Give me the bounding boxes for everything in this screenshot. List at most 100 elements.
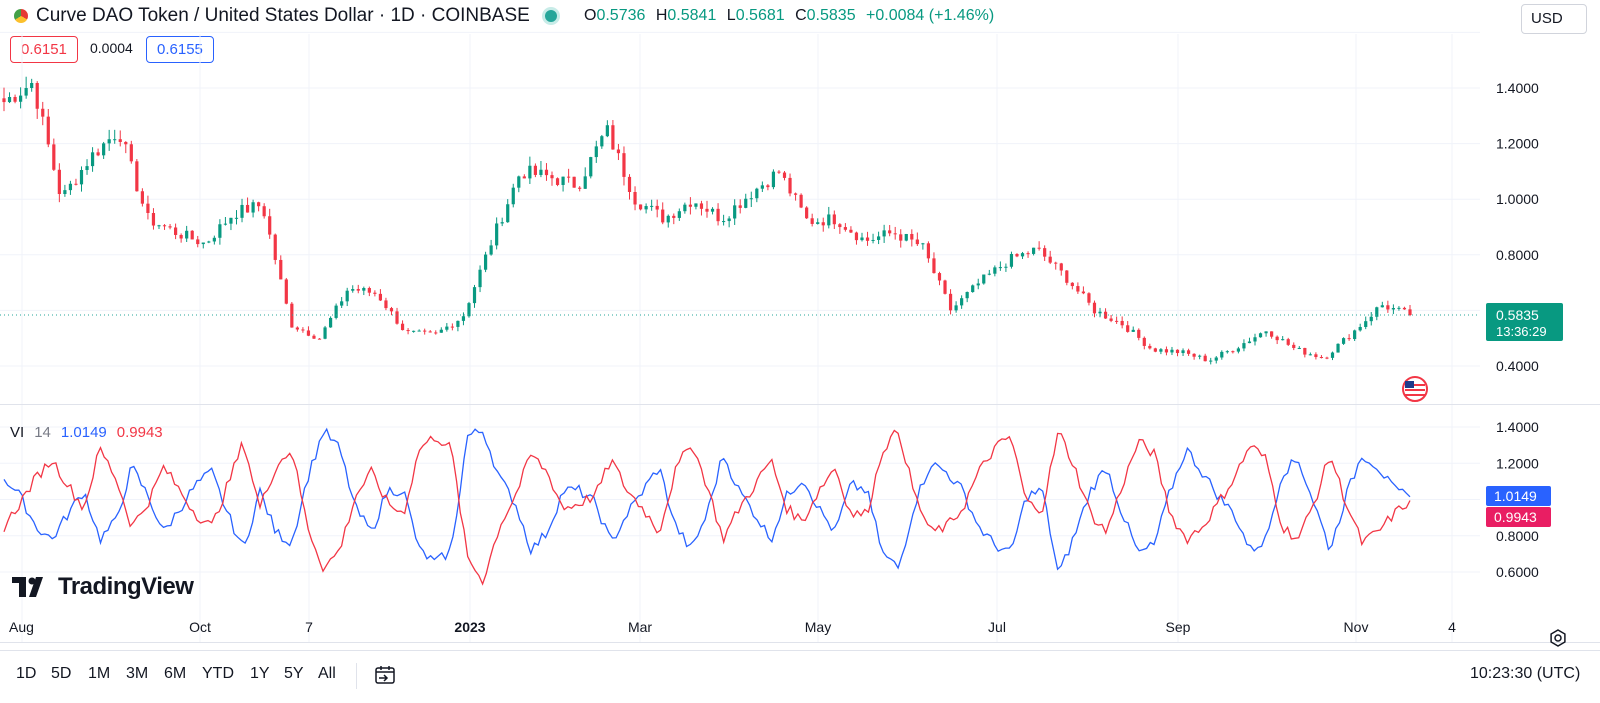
symbol-header: Curve DAO Token / United States Dollar ·… bbox=[0, 0, 1600, 34]
price-axis-label: 1.2000 bbox=[1496, 136, 1539, 152]
range-ytd-button[interactable]: YTD bbox=[202, 665, 234, 682]
candle-body bbox=[1375, 307, 1379, 317]
candle-body bbox=[893, 233, 897, 235]
candle-body bbox=[1142, 337, 1146, 346]
vi-minus-tag-bg bbox=[1486, 507, 1551, 527]
price-chart[interactable]: 1.4000 1.2000 1.0000 0.8000 0.4000 1.4000 1.2… bbox=[0, 0, 1600, 650]
range-1y-button[interactable]: 1Y bbox=[250, 665, 270, 682]
candle-body bbox=[627, 176, 632, 192]
candle-body bbox=[1336, 343, 1340, 353]
utc-clock[interactable]: 10:23:30 (UTC) bbox=[1470, 665, 1581, 682]
candle-body bbox=[793, 193, 798, 195]
candle-body bbox=[976, 283, 980, 286]
candle-body bbox=[362, 288, 366, 291]
range-all-button[interactable]: All bbox=[318, 665, 336, 682]
candle-body bbox=[389, 308, 394, 312]
candle-body bbox=[1115, 320, 1119, 322]
us-flag-icon[interactable] bbox=[1402, 376, 1428, 402]
candle-body bbox=[251, 202, 255, 213]
candle-body bbox=[196, 239, 200, 245]
candle-body bbox=[118, 139, 122, 142]
candle-body bbox=[987, 273, 991, 275]
range-1d-button[interactable]: 1D bbox=[16, 665, 37, 682]
candle-body bbox=[107, 139, 111, 144]
candle-body bbox=[589, 157, 593, 177]
candle-body bbox=[240, 204, 244, 218]
range-5d-button[interactable]: 5D bbox=[51, 665, 72, 682]
candle-body bbox=[616, 149, 621, 154]
candle-body bbox=[423, 330, 427, 332]
candlestick-series bbox=[2, 76, 1412, 365]
candle-body bbox=[661, 209, 665, 223]
close-value: 0.5835 bbox=[806, 7, 856, 24]
symbol-title[interactable]: Curve DAO Token / United States Dollar ·… bbox=[36, 5, 530, 26]
candle-body bbox=[1242, 343, 1246, 349]
calendar-goto-icon[interactable] bbox=[374, 664, 396, 686]
candle-body bbox=[899, 234, 903, 241]
candle-body bbox=[1264, 331, 1268, 334]
candle-body bbox=[317, 338, 322, 340]
candle-body bbox=[727, 218, 731, 222]
candle-body bbox=[705, 208, 709, 212]
time-axis-label: Oct bbox=[189, 619, 211, 635]
buy-price-button[interactable]: 0.6155 bbox=[146, 36, 214, 63]
candle-body bbox=[223, 223, 228, 225]
tradingview-logo[interactable]: TradingView bbox=[12, 572, 194, 602]
candle-body bbox=[129, 144, 133, 162]
candle-body bbox=[937, 273, 942, 281]
high-key: H bbox=[655, 7, 668, 24]
candle-body bbox=[472, 287, 477, 304]
candle-body bbox=[1175, 349, 1180, 354]
candle-body bbox=[1358, 326, 1362, 331]
candle-body bbox=[1330, 352, 1335, 358]
candle-body bbox=[35, 83, 39, 109]
candle-body bbox=[522, 176, 526, 179]
open-value: 0.5736 bbox=[596, 7, 646, 24]
candle-body bbox=[1092, 302, 1097, 314]
candle-body bbox=[1076, 286, 1080, 292]
candle-body bbox=[810, 218, 814, 224]
ohlc-readout: O0.5736 H0.5841 L0.5681 C0.5835 +0.0084 … bbox=[584, 7, 1000, 25]
range-6m-button[interactable]: 6M bbox=[164, 665, 187, 682]
currency-selector[interactable]: USD bbox=[1521, 4, 1587, 34]
candle-body bbox=[24, 87, 28, 96]
candle-body bbox=[218, 224, 222, 238]
range-5y-button[interactable]: 5Y bbox=[284, 665, 304, 682]
candle-body bbox=[356, 289, 360, 291]
candle-body bbox=[52, 144, 56, 170]
range-3m-button[interactable]: 3M bbox=[126, 665, 149, 682]
candle-body bbox=[1120, 320, 1124, 326]
candle-body bbox=[90, 152, 95, 167]
candle-body bbox=[1109, 318, 1113, 321]
candle-body bbox=[655, 205, 659, 210]
range-1m-button[interactable]: 1M bbox=[88, 665, 111, 682]
candle-body bbox=[960, 298, 964, 306]
candle-body bbox=[677, 211, 681, 218]
candle-body bbox=[1286, 339, 1290, 345]
price-axis-label: 0.4000 bbox=[1496, 358, 1539, 374]
vi-plus-tag: 1.0149 bbox=[1486, 486, 1551, 506]
candle-body bbox=[157, 225, 161, 227]
candle-body bbox=[965, 292, 969, 299]
candle-body bbox=[710, 208, 715, 212]
candle-body bbox=[738, 205, 742, 208]
candle-body bbox=[854, 232, 859, 241]
tradingview-wordmark: TradingView bbox=[58, 573, 194, 600]
candle-body bbox=[1341, 338, 1346, 344]
candle-body bbox=[7, 96, 12, 103]
candle-body bbox=[57, 169, 61, 195]
candle-body bbox=[1203, 355, 1207, 362]
candle-body bbox=[865, 237, 870, 241]
settings-gear-icon[interactable] bbox=[1548, 628, 1568, 648]
candle-body bbox=[113, 139, 117, 141]
candle-body bbox=[1004, 266, 1008, 268]
time-axis-label: 4 bbox=[1448, 619, 1456, 635]
candle-body bbox=[135, 161, 139, 192]
candle-body bbox=[926, 243, 931, 259]
candle-body bbox=[1131, 329, 1135, 332]
candle-body bbox=[993, 267, 997, 274]
sell-price-button[interactable]: 0.6151 bbox=[10, 36, 78, 63]
vi-legend[interactable]: VI 14 1.0149 0.9943 bbox=[10, 424, 163, 441]
candle-body bbox=[1103, 311, 1108, 319]
market-status-icon bbox=[545, 10, 557, 22]
